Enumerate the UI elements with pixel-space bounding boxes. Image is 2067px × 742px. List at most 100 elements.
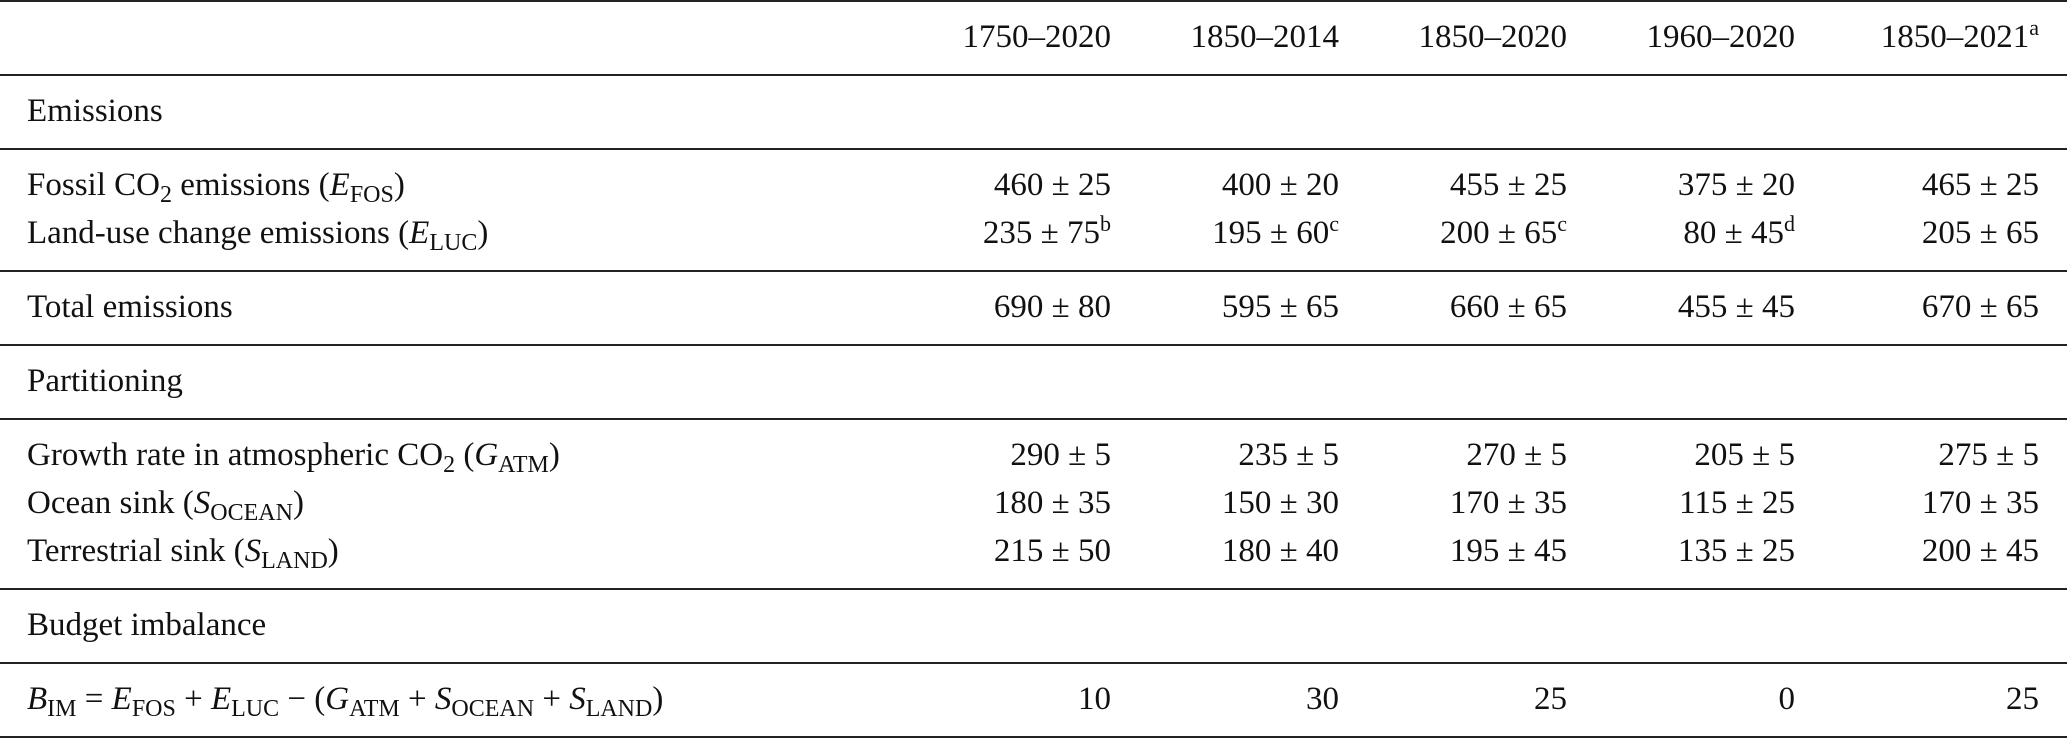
cell-text: 180 ± 40 (1221, 533, 1339, 569)
label-text: − ( (279, 681, 326, 717)
cell-text: 80 ± 45 (1683, 215, 1784, 251)
cell-text: 195 ± 45 (1449, 533, 1567, 569)
section-title-text: Partitioning (27, 363, 183, 399)
section-title: Emissions (27, 91, 163, 131)
label-text: + (534, 681, 570, 717)
cell-text: 170 ± 35 (1449, 485, 1567, 521)
cell-text: 30 (1306, 681, 1339, 717)
cell-text: 275 ± 5 (1938, 437, 2039, 473)
subscript: LAND (261, 548, 328, 574)
symbol: G (474, 437, 499, 473)
cell-text: 690 ± 80 (993, 289, 1111, 325)
cell-text: 195 ± 60 (1212, 215, 1330, 251)
cell-text: 235 ± 5 (1238, 437, 1339, 473)
value-cell: 80 ± 45d (1683, 213, 1795, 253)
label-text: ) (477, 215, 489, 251)
symbol: E (409, 215, 430, 251)
subscript: 2 (443, 452, 456, 478)
label-text: ) (652, 681, 664, 717)
label-text: ( (455, 437, 475, 473)
symbol: E (210, 681, 232, 717)
value-cell: 400 ± 20 (1222, 165, 1339, 205)
label-text: Total emissions (27, 289, 233, 325)
cell-text: 200 ± 45 (1921, 533, 2039, 569)
symbol: S (193, 485, 211, 521)
footnote-mark: c (1557, 211, 1567, 236)
subscript: IM (47, 696, 77, 722)
value-cell: 275 ± 5 (1938, 435, 2039, 475)
column-header: 1960–2020 (1647, 17, 1796, 57)
rule (0, 74, 2067, 76)
value-cell: 170 ± 35 (1450, 483, 1567, 523)
rule (0, 0, 2067, 2)
label-text: ) (393, 167, 405, 203)
label-text: ) (548, 437, 560, 473)
cell-text: 200 ± 65 (1440, 215, 1558, 251)
label-text: = (76, 681, 112, 717)
value-cell: 290 ± 5 (1010, 435, 1111, 475)
row-label: Ocean sink (SOCEAN) (27, 483, 304, 526)
cell-text: 235 ± 75 (982, 215, 1100, 251)
cell-text: 215 ± 50 (993, 533, 1111, 569)
row-label: Land-use change emissions (ELUC) (27, 213, 489, 255)
label-text: + (175, 681, 211, 717)
section-title-text: Emissions (27, 93, 163, 129)
subscript: LAND (585, 696, 653, 722)
value-cell: 215 ± 50 (994, 531, 1111, 571)
section-title-text: Budget imbalance (27, 607, 267, 643)
value-cell: 460 ± 25 (994, 165, 1111, 205)
cell-text: 670 ± 65 (1921, 289, 2039, 325)
cell-text: 115 ± 25 (1679, 485, 1795, 521)
value-cell: 455 ± 45 (1678, 287, 1795, 327)
row-label: BIM = EFOS + ELUC − (GATM + SOCEAN + SLA… (27, 679, 664, 722)
cell-text: 375 ± 20 (1677, 167, 1795, 203)
value-cell: 180 ± 35 (994, 483, 1111, 523)
cell-text: 205 ± 5 (1694, 437, 1795, 473)
cell-text: 1850–2020 (1418, 19, 1568, 55)
label-text: + (399, 681, 435, 717)
value-cell: 200 ± 65c (1440, 213, 1567, 253)
value-cell: 205 ± 5 (1694, 435, 1795, 475)
value-cell: 30 (1306, 679, 1339, 719)
value-cell: 660 ± 65 (1450, 287, 1567, 327)
value-cell: 25 (1534, 679, 1567, 719)
cell-text: 10 (1078, 681, 1111, 717)
cell-text: 455 ± 25 (1449, 167, 1567, 203)
rule (0, 148, 2067, 150)
label-text: Land-use change emissions ( (27, 215, 410, 251)
footnote-mark: d (1784, 211, 1795, 236)
label-text: ) (327, 533, 339, 569)
column-header: 1750–2020 (963, 17, 1112, 57)
rule (0, 736, 2067, 738)
rule (0, 418, 2067, 420)
section-title: Partitioning (27, 361, 183, 401)
rule (0, 662, 2067, 664)
label-text: Fossil CO (27, 167, 160, 203)
subscript: OCEAN (451, 696, 535, 722)
value-cell: 115 ± 25 (1679, 483, 1795, 523)
cell-text: 455 ± 45 (1677, 289, 1795, 325)
value-cell: 595 ± 65 (1222, 287, 1339, 327)
label-text: ) (292, 485, 304, 521)
cell-text: 170 ± 35 (1921, 485, 2039, 521)
value-cell: 235 ± 5 (1238, 435, 1339, 475)
footnote-mark: c (1329, 211, 1339, 236)
symbol: B (27, 681, 48, 717)
cell-text: 1960–2020 (1646, 19, 1796, 55)
value-cell: 235 ± 75b (983, 213, 1111, 253)
value-cell: 180 ± 40 (1222, 531, 1339, 571)
value-cell: 195 ± 45 (1450, 531, 1567, 571)
value-cell: 205 ± 65 (1922, 213, 2039, 253)
symbol: E (329, 167, 350, 203)
cell-text: 25 (2006, 681, 2039, 717)
cell-text: 460 ± 25 (993, 167, 1111, 203)
subscript: ATM (349, 696, 400, 722)
cell-text: 25 (1534, 681, 1567, 717)
column-header: 1850–2014 (1191, 17, 1340, 57)
column-header: 1850–2020 (1419, 17, 1568, 57)
cell-text: 0 (1778, 681, 1796, 717)
footnote-mark: a (2029, 15, 2039, 40)
symbol: S (244, 533, 262, 569)
subscript: OCEAN (210, 500, 293, 526)
